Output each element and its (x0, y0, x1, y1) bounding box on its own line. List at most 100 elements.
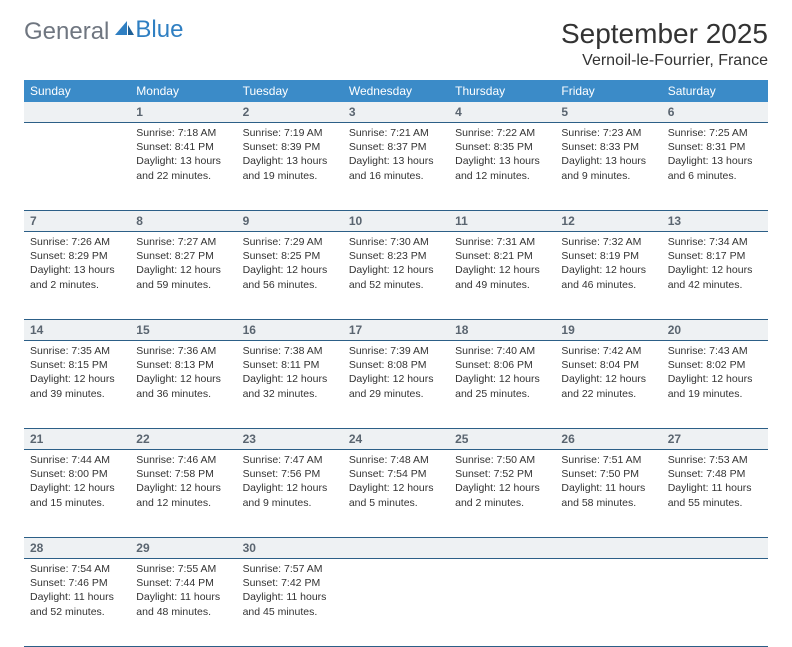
brand-part2: Blue (135, 16, 183, 44)
day-number (449, 538, 555, 544)
sunrise-line: Sunrise: 7:35 AM (30, 344, 124, 358)
sunrise-line: Sunrise: 7:39 AM (349, 344, 443, 358)
day-cell: Sunrise: 7:30 AMSunset: 8:23 PMDaylight:… (343, 232, 449, 320)
day-number: 18 (449, 320, 555, 340)
day-details: Sunrise: 7:42 AMSunset: 8:04 PMDaylight:… (555, 341, 661, 407)
sunset-line: Sunset: 8:08 PM (349, 358, 443, 372)
sunrise-line: Sunrise: 7:32 AM (561, 235, 655, 249)
day-cell: Sunrise: 7:57 AMSunset: 7:42 PMDaylight:… (237, 559, 343, 647)
day-cell: Sunrise: 7:19 AMSunset: 8:39 PMDaylight:… (237, 123, 343, 211)
day-details: Sunrise: 7:39 AMSunset: 8:08 PMDaylight:… (343, 341, 449, 407)
day-cell: Sunrise: 7:36 AMSunset: 8:13 PMDaylight:… (130, 341, 236, 429)
day-details: Sunrise: 7:34 AMSunset: 8:17 PMDaylight:… (662, 232, 768, 298)
day-cell: Sunrise: 7:38 AMSunset: 8:11 PMDaylight:… (237, 341, 343, 429)
day-number: 23 (237, 429, 343, 449)
sail-icon (113, 18, 135, 46)
sunrise-line: Sunrise: 7:18 AM (136, 126, 230, 140)
daycontent-row: Sunrise: 7:54 AMSunset: 7:46 PMDaylight:… (24, 559, 768, 647)
daylight-line: Daylight: 11 hours and 52 minutes. (30, 590, 124, 618)
day-number: 11 (449, 211, 555, 231)
sunrise-line: Sunrise: 7:22 AM (455, 126, 549, 140)
daycontent-row: Sunrise: 7:35 AMSunset: 8:15 PMDaylight:… (24, 341, 768, 429)
day-details: Sunrise: 7:54 AMSunset: 7:46 PMDaylight:… (24, 559, 130, 625)
daylight-line: Daylight: 13 hours and 12 minutes. (455, 154, 549, 182)
sunset-line: Sunset: 7:56 PM (243, 467, 337, 481)
day-cell (555, 559, 661, 647)
day-cell (662, 559, 768, 647)
sunset-line: Sunset: 7:54 PM (349, 467, 443, 481)
sunrise-line: Sunrise: 7:26 AM (30, 235, 124, 249)
sunset-line: Sunset: 8:41 PM (136, 140, 230, 154)
sunset-line: Sunset: 7:42 PM (243, 576, 337, 590)
daylight-line: Daylight: 11 hours and 45 minutes. (243, 590, 337, 618)
sunset-line: Sunset: 8:31 PM (668, 140, 762, 154)
day-number: 15 (130, 320, 236, 340)
day-number: 16 (237, 320, 343, 340)
day-number: 6 (662, 102, 768, 122)
day-cell: Sunrise: 7:35 AMSunset: 8:15 PMDaylight:… (24, 341, 130, 429)
sunrise-line: Sunrise: 7:47 AM (243, 453, 337, 467)
sunrise-line: Sunrise: 7:30 AM (349, 235, 443, 249)
day-cell: Sunrise: 7:44 AMSunset: 8:00 PMDaylight:… (24, 450, 130, 538)
day-cell: Sunrise: 7:34 AMSunset: 8:17 PMDaylight:… (662, 232, 768, 320)
day-details: Sunrise: 7:40 AMSunset: 8:06 PMDaylight:… (449, 341, 555, 407)
daylight-line: Daylight: 13 hours and 2 minutes. (30, 263, 124, 291)
daylight-line: Daylight: 12 hours and 39 minutes. (30, 372, 124, 400)
sunset-line: Sunset: 8:35 PM (455, 140, 549, 154)
day-cell: Sunrise: 7:27 AMSunset: 8:27 PMDaylight:… (130, 232, 236, 320)
daylight-line: Daylight: 12 hours and 52 minutes. (349, 263, 443, 291)
day-cell: Sunrise: 7:40 AMSunset: 8:06 PMDaylight:… (449, 341, 555, 429)
daycontent-row: Sunrise: 7:18 AMSunset: 8:41 PMDaylight:… (24, 123, 768, 211)
day-cell: Sunrise: 7:25 AMSunset: 8:31 PMDaylight:… (662, 123, 768, 211)
sunset-line: Sunset: 8:15 PM (30, 358, 124, 372)
day-details: Sunrise: 7:57 AMSunset: 7:42 PMDaylight:… (237, 559, 343, 625)
day-cell: Sunrise: 7:46 AMSunset: 7:58 PMDaylight:… (130, 450, 236, 538)
day-number: 25 (449, 429, 555, 449)
day-number: 3 (343, 102, 449, 122)
calendar-body: 123456Sunrise: 7:18 AMSunset: 8:41 PMDay… (24, 102, 768, 647)
day-cell (449, 559, 555, 647)
day-details: Sunrise: 7:48 AMSunset: 7:54 PMDaylight:… (343, 450, 449, 516)
day-number: 27 (662, 429, 768, 449)
sunset-line: Sunset: 7:48 PM (668, 467, 762, 481)
day-details: Sunrise: 7:21 AMSunset: 8:37 PMDaylight:… (343, 123, 449, 189)
sunrise-line: Sunrise: 7:48 AM (349, 453, 443, 467)
day-number (24, 102, 130, 108)
day-details: Sunrise: 7:50 AMSunset: 7:52 PMDaylight:… (449, 450, 555, 516)
day-details: Sunrise: 7:27 AMSunset: 8:27 PMDaylight:… (130, 232, 236, 298)
daylight-line: Daylight: 13 hours and 22 minutes. (136, 154, 230, 182)
sunrise-line: Sunrise: 7:42 AM (561, 344, 655, 358)
location-label: Vernoil-le-Fourrier, France (561, 52, 768, 70)
sunset-line: Sunset: 7:52 PM (455, 467, 549, 481)
sunset-line: Sunset: 7:46 PM (30, 576, 124, 590)
day-cell: Sunrise: 7:54 AMSunset: 7:46 PMDaylight:… (24, 559, 130, 647)
day-cell: Sunrise: 7:26 AMSunset: 8:29 PMDaylight:… (24, 232, 130, 320)
sunset-line: Sunset: 8:39 PM (243, 140, 337, 154)
weekday-header: Friday (555, 80, 661, 102)
sunset-line: Sunset: 8:29 PM (30, 249, 124, 263)
sunset-line: Sunset: 8:00 PM (30, 467, 124, 481)
day-details: Sunrise: 7:36 AMSunset: 8:13 PMDaylight:… (130, 341, 236, 407)
day-cell: Sunrise: 7:51 AMSunset: 7:50 PMDaylight:… (555, 450, 661, 538)
day-number: 30 (237, 538, 343, 558)
month-title: September 2025 (561, 18, 768, 50)
page-header: General Blue September 2025 Vernoil-le-F… (24, 18, 768, 70)
daylight-line: Daylight: 12 hours and 5 minutes. (349, 481, 443, 509)
sunset-line: Sunset: 8:02 PM (668, 358, 762, 372)
day-number: 8 (130, 211, 236, 231)
daynum-row: 14151617181920 (24, 320, 768, 341)
weekday-header: Monday (130, 80, 236, 102)
weekday-header: Wednesday (343, 80, 449, 102)
daylight-line: Daylight: 12 hours and 32 minutes. (243, 372, 337, 400)
day-cell: Sunrise: 7:50 AMSunset: 7:52 PMDaylight:… (449, 450, 555, 538)
sunrise-line: Sunrise: 7:29 AM (243, 235, 337, 249)
weekday-header: Thursday (449, 80, 555, 102)
daylight-line: Daylight: 12 hours and 9 minutes. (243, 481, 337, 509)
day-number: 9 (237, 211, 343, 231)
sunset-line: Sunset: 7:58 PM (136, 467, 230, 481)
day-cell (24, 123, 130, 211)
day-cell: Sunrise: 7:53 AMSunset: 7:48 PMDaylight:… (662, 450, 768, 538)
sunrise-line: Sunrise: 7:38 AM (243, 344, 337, 358)
day-cell: Sunrise: 7:22 AMSunset: 8:35 PMDaylight:… (449, 123, 555, 211)
daylight-line: Daylight: 12 hours and 36 minutes. (136, 372, 230, 400)
